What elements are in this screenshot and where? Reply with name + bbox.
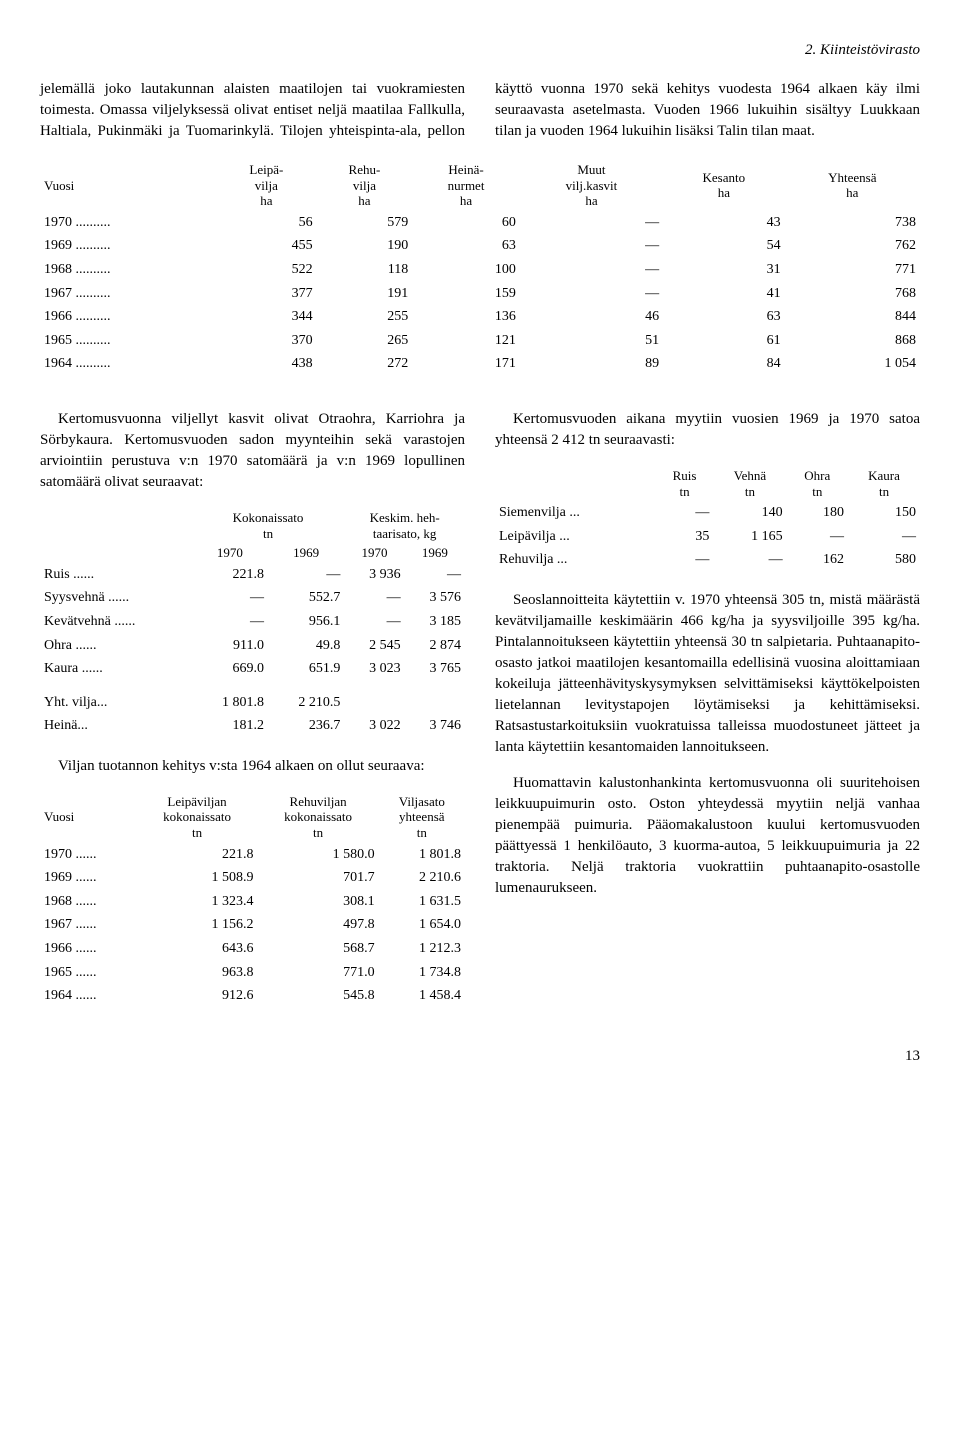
sales-h2: Vehnä tn	[713, 466, 786, 501]
table-row: 1968 .......... 522118100—31771	[40, 258, 920, 282]
prod-h1: Leipäviljan kokonaissato tn	[137, 792, 258, 843]
table-row: 1970 ......221.81 580.01 801.8	[40, 843, 465, 867]
col-rehu: Rehu- vilja ha	[317, 160, 413, 211]
right-column: Kertomusvuoden aikana myytiin vuosien 19…	[495, 394, 920, 1026]
left-para-2: Viljan tuotannon kehitys v:sta 1964 alka…	[40, 756, 465, 777]
right-para-3: Huomattavin kalustonhankinta kertomusvuo…	[495, 773, 920, 899]
section-title: 2. Kiinteistövirasto	[40, 40, 920, 61]
sato-y1: 1969	[268, 543, 344, 563]
col-vuosi: Vuosi	[40, 160, 216, 211]
left-para-1: Kertomusvuonna viljellyt kasvit olivat O…	[40, 409, 465, 493]
table-row: 1967 .......... 377191159—41768	[40, 282, 920, 306]
sato-h1: Kokonaissato tn	[192, 508, 345, 543]
table-row: Syysvehnä ......—552.7—3 576	[40, 586, 465, 610]
page-number: 13	[40, 1046, 920, 1067]
sato-y0: 1970	[192, 543, 268, 563]
col-leipa: Leipä- vilja ha	[216, 160, 317, 211]
table-row: 1964 .......... 43827217189841 054	[40, 352, 920, 376]
col-heina: Heinä- nurmet ha	[412, 160, 520, 211]
col-yht: Yhteensä ha	[785, 160, 920, 211]
table-row: 1964 ......912.6545.81 458.4	[40, 984, 465, 1008]
table-row: 1970 .......... 5657960—43738	[40, 211, 920, 235]
table-row: Heinä...181.2236.73 0223 746	[40, 714, 465, 738]
table-row: 1966 .......... 3442551364663844	[40, 305, 920, 329]
main-table: Vuosi Leipä- vilja ha Rehu- vilja ha Hei…	[40, 160, 920, 376]
table-row: 1967 ......1 156.2497.81 654.0	[40, 913, 465, 937]
table-row: 1969 ......1 508.9701.72 210.6	[40, 866, 465, 890]
table-row: Ruis ......221.8—3 936—	[40, 563, 465, 587]
table-row: Rehuvilja ... ——162580	[495, 548, 920, 572]
intro-paragraph: jelemällä joko lautakunnan alaisten maat…	[40, 79, 920, 142]
table-row: Kaura ......669.0651.93 0233 765	[40, 657, 465, 681]
sato-y2: 1970	[344, 543, 404, 563]
prod-h2: Rehuviljan kokonaissato tn	[258, 792, 379, 843]
table-row: Siemenvilja ... —140180150	[495, 501, 920, 525]
sales-h3: Ohra tn	[787, 466, 848, 501]
table-row: 1966 ......643.6568.71 212.3	[40, 937, 465, 961]
table-row: 1968 ......1 323.4308.11 631.5	[40, 890, 465, 914]
table-row: Kevätvehnä ......—956.1—3 185	[40, 610, 465, 634]
table-row: 1965 .......... 3702651215161868	[40, 329, 920, 353]
sales-h1: Ruis tn	[656, 466, 714, 501]
sato-table: Kokonaissato tn Keskim. heh- taarisato, …	[40, 508, 465, 738]
right-para-2: Seoslannoitteita käytettiin v. 1970 yhte…	[495, 590, 920, 758]
sales-table: Ruis tn Vehnä tn Ohra tn Kaura tn Siemen…	[495, 466, 920, 572]
table-row: Leipävilja ... 351 165——	[495, 525, 920, 549]
sato-y3: 1969	[405, 543, 465, 563]
prod-table: Vuosi Leipäviljan kokonaissato tn Rehuvi…	[40, 792, 465, 1008]
left-column: Kertomusvuonna viljellyt kasvit olivat O…	[40, 394, 465, 1026]
table-row: 1965 ......963.8771.01 734.8	[40, 961, 465, 985]
intro-columns: jelemällä joko lautakunnan alaisten maat…	[40, 79, 920, 142]
sales-h4: Kaura tn	[848, 466, 920, 501]
prod-h3: Viljasato yhteensä tn	[379, 792, 465, 843]
table-row: Ohra ......911.049.82 5452 874	[40, 634, 465, 658]
col-kesanto: Kesanto ha	[663, 160, 785, 211]
table-row: 1969 .......... 45519063—54762	[40, 234, 920, 258]
col-muut: Muut vilj.kasvit ha	[520, 160, 663, 211]
prod-h0: Vuosi	[40, 792, 137, 843]
sato-h2: Keskim. heh- taarisato, kg	[344, 508, 465, 543]
table-row: Yht. vilja...1 801.82 210.5	[40, 691, 465, 715]
right-para-1: Kertomusvuoden aikana myytiin vuosien 19…	[495, 409, 920, 451]
